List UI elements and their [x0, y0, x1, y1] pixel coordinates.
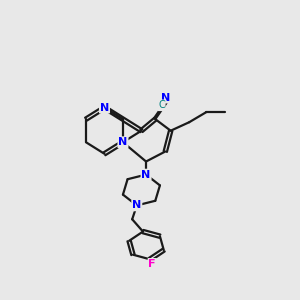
Text: N: N: [132, 200, 141, 210]
Text: N: N: [100, 103, 109, 112]
Text: N: N: [118, 137, 128, 147]
Text: F: F: [148, 259, 156, 269]
Text: C: C: [158, 100, 165, 110]
Text: N: N: [161, 93, 171, 103]
Text: N: N: [141, 169, 151, 180]
